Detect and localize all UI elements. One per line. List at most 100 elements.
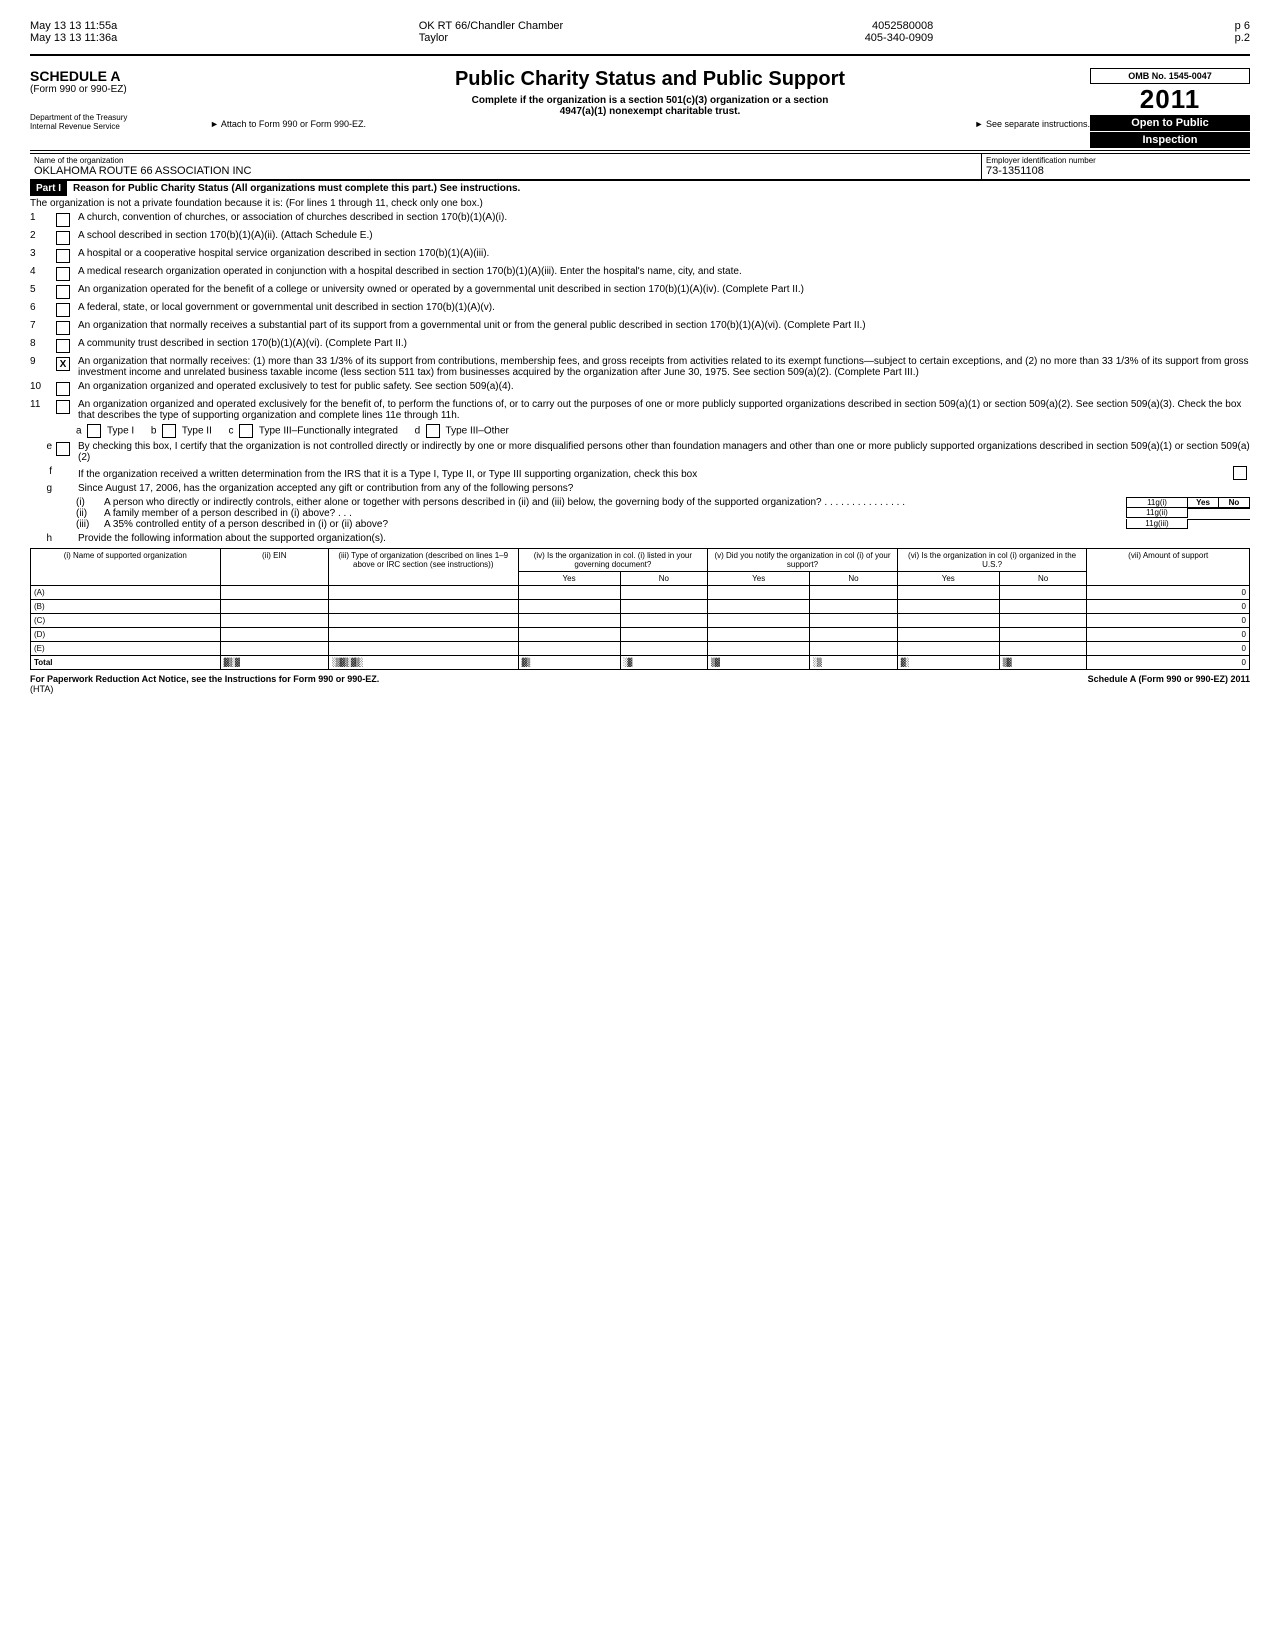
omb-number: OMB No. 1545-0047: [1090, 68, 1250, 84]
type-d-lbl: d: [415, 426, 421, 437]
org-name: OKLAHOMA ROUTE 66 ASSOCIATION INC: [34, 165, 977, 177]
form-sub2: 4947(a)(1) nonexempt charitable trust.: [210, 106, 1090, 117]
checkbox-2[interactable]: [56, 231, 70, 245]
line-5: 5An organization operated for the benefi…: [30, 284, 1250, 299]
checkbox-11[interactable]: [56, 400, 70, 414]
fax-header: May 13 13 11:55a May 13 13 11:36a OK RT …: [30, 20, 1250, 44]
th-i: (i) Name of supported organization: [31, 549, 221, 586]
gii-lbl: 11g(ii): [1126, 508, 1188, 518]
checkbox-type2[interactable]: [162, 424, 176, 438]
fax-page-1: p 6: [1235, 20, 1250, 32]
checkbox-6[interactable]: [56, 303, 70, 317]
row-e: (E): [31, 642, 221, 656]
gi-lbl: 11g(i): [1126, 497, 1188, 508]
footer-hta: (HTA): [30, 684, 379, 694]
gi-text: A person who directly or indirectly cont…: [104, 497, 1126, 508]
fax-phone-1: 4052580008: [865, 20, 934, 32]
open-public: Open to Public: [1090, 115, 1250, 131]
type3o-text: Type III–Other: [446, 426, 509, 437]
row-d-amt: 0: [1087, 628, 1250, 642]
row-a-amt: 0: [1087, 586, 1250, 600]
table-row-total: Total ▓▒░▓ ░▒▓▒░▓▒░ ▓▒ ░▓ ▒▓ ░▒ ▓░ ▒▓ 0: [31, 656, 1250, 670]
footer-left: For Paperwork Reduction Act Notice, see …: [30, 674, 379, 684]
line-2-text: A school described in section 170(b)(1)(…: [78, 230, 1250, 241]
table-row: (E)0: [31, 642, 1250, 656]
line-11e: eBy checking this box, I certify that th…: [30, 441, 1250, 463]
checkbox-type3o[interactable]: [426, 424, 440, 438]
noise-cell: ░▓: [620, 656, 708, 670]
row-a: (A): [31, 586, 221, 600]
line-6: 6A federal, state, or local government o…: [30, 302, 1250, 317]
checkbox-8[interactable]: [56, 339, 70, 353]
noise-cell: ▒▓: [999, 656, 1087, 670]
line-11h: hProvide the following information about…: [30, 533, 1250, 544]
line-5-text: An organization operated for the benefit…: [78, 284, 1250, 295]
part1-tag: Part I: [30, 181, 67, 196]
row-b-amt: 0: [1087, 600, 1250, 614]
type3-text: Type III–Functionally integrated: [259, 426, 398, 437]
fax-sender-2: Taylor: [419, 32, 564, 44]
ein: 73-1351108: [986, 165, 1246, 177]
th-ii: (ii) EIN: [220, 549, 328, 586]
row-d: (D): [31, 628, 221, 642]
th-vii: (vii) Amount of support: [1087, 549, 1250, 586]
checkbox-7[interactable]: [56, 321, 70, 335]
giii-text: A 35% controlled entity of a person desc…: [104, 519, 1126, 530]
line-11e-text: By checking this box, I certify that the…: [78, 441, 1250, 463]
fax-date-2: May 13 13 11:36a: [30, 32, 117, 44]
th-v: (v) Did you notify the organization in c…: [708, 549, 898, 572]
line-1: 1A church, convention of churches, or as…: [30, 212, 1250, 227]
line-11f: f If the organization received a written…: [30, 466, 1250, 480]
line-9-text: An organization that normally receives: …: [78, 356, 1250, 378]
page-footer: For Paperwork Reduction Act Notice, see …: [30, 674, 1250, 694]
line-11h-text: Provide the following information about …: [78, 533, 1250, 544]
checkbox-9[interactable]: X: [56, 357, 70, 371]
schedule-label: SCHEDULE A: [30, 68, 210, 84]
line-11f-text: If the organization received a written d…: [78, 469, 1233, 480]
giii-lbl: 11g(iii): [1126, 519, 1188, 529]
line-8-text: A community trust described in section 1…: [78, 338, 1250, 349]
form-title: Public Charity Status and Public Support: [210, 68, 1090, 91]
line-7-text: An organization that normally receives a…: [78, 320, 1250, 331]
table-row: (A) 0: [31, 586, 1250, 600]
checkbox-10[interactable]: [56, 382, 70, 396]
row-c: (C): [31, 614, 221, 628]
checkbox-type3[interactable]: [239, 424, 253, 438]
type-a-lbl: a: [76, 426, 82, 437]
line-4: 4A medical research organization operate…: [30, 266, 1250, 281]
checkbox-type1[interactable]: [87, 424, 101, 438]
checkbox-11f[interactable]: [1233, 466, 1247, 480]
type-c-lbl: c: [229, 426, 234, 437]
line-3: 3A hospital or a cooperative hospital se…: [30, 248, 1250, 263]
form-label: (Form 990 or 990-EZ): [30, 84, 210, 95]
gii-text: A family member of a person described in…: [104, 508, 1126, 519]
checkbox-1[interactable]: [56, 213, 70, 227]
checkbox-3[interactable]: [56, 249, 70, 263]
dept-label: Department of the Treasury: [30, 113, 210, 122]
line-11-text: An organization organized and operated e…: [78, 399, 1250, 421]
checkbox-11e[interactable]: [56, 442, 70, 456]
line-10-text: An organization organized and operated e…: [78, 381, 1250, 392]
th-vi-yes: Yes: [897, 572, 999, 586]
fax-sender-1: OK RT 66/Chandler Chamber: [419, 20, 564, 32]
line-1-text: A church, convention of churches, or ass…: [78, 212, 1250, 223]
checkbox-5[interactable]: [56, 285, 70, 299]
fax-page-2: p.2: [1235, 32, 1250, 44]
noise-cell: ▓▒: [518, 656, 620, 670]
row-c-amt: 0: [1087, 614, 1250, 628]
table-row: (C) 0: [31, 614, 1250, 628]
th-v-no: No: [810, 572, 898, 586]
checkbox-4[interactable]: [56, 267, 70, 281]
see-note: ► See separate instructions.: [975, 119, 1090, 129]
th-iv-no: No: [620, 572, 708, 586]
noise-cell: ▒▓: [708, 656, 810, 670]
line-11g: gSince August 17, 2006, has the organiza…: [30, 483, 1250, 494]
line-7: 7An organization that normally receives …: [30, 320, 1250, 335]
row-total-amt: 0: [1087, 656, 1250, 670]
part1-title: Reason for Public Charity Status (All or…: [73, 183, 520, 194]
type1-text: Type I: [107, 426, 134, 437]
noise-cell: ▓▒░▓: [220, 656, 328, 670]
tax-year: 2011: [1090, 84, 1250, 115]
attach-note: ► Attach to Form 990 or Form 990-EZ.: [210, 119, 366, 129]
type2-text: Type II: [182, 426, 212, 437]
